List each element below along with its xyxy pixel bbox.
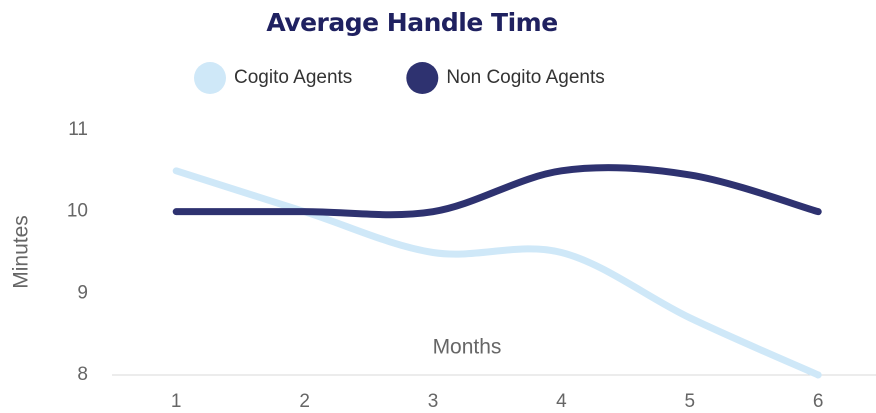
legend-label: Non Cogito Agents xyxy=(446,67,604,88)
line xyxy=(172,167,822,379)
legend-marker xyxy=(194,62,226,94)
x-tick-label: 4 xyxy=(556,391,567,412)
y-tick-label: 11 xyxy=(68,119,88,140)
line xyxy=(172,164,822,219)
chart-title: Average Handle Time xyxy=(266,8,557,37)
legend-label: Cogito Agents xyxy=(234,67,352,88)
x-tick-label: 6 xyxy=(813,391,824,412)
x-axis-title: Months xyxy=(433,336,502,359)
x-tick-label: 3 xyxy=(428,391,439,412)
y-tick-label: 10 xyxy=(67,201,88,222)
y-tick-label: 8 xyxy=(77,364,88,385)
legend-marker xyxy=(406,62,439,94)
x-tick-label: 5 xyxy=(685,391,696,412)
x-tick-label: 2 xyxy=(299,391,310,412)
x-tick-label: 1 xyxy=(171,391,182,412)
y-tick-label: 9 xyxy=(77,282,88,303)
y-axis-title: Minutes xyxy=(10,215,33,289)
